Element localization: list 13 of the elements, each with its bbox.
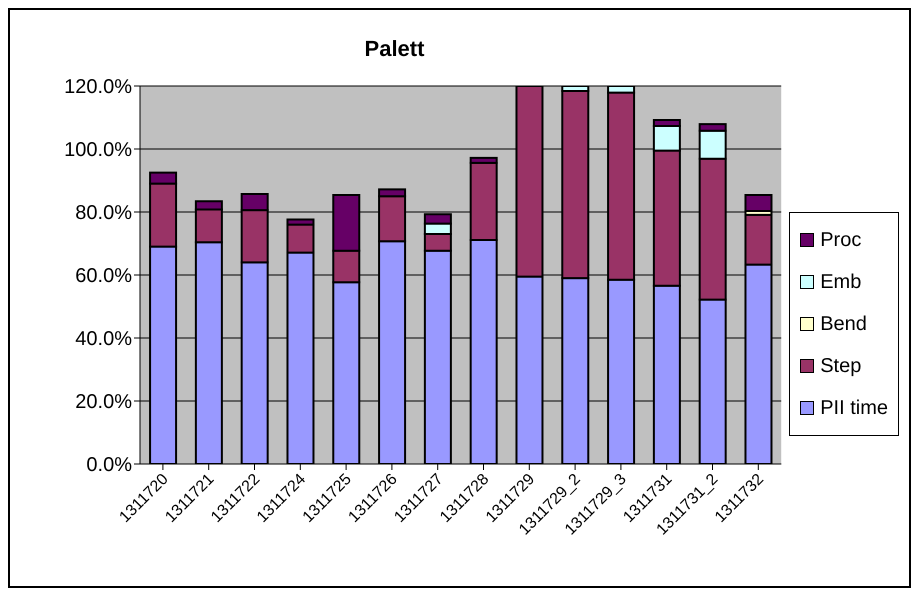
legend-label: Bend [820, 312, 867, 336]
y-tick-label: 0.0% [86, 454, 132, 476]
legend-label: Step [820, 354, 862, 378]
legend-label: PII time [820, 396, 888, 420]
y-tick-label: 60.0% [75, 265, 132, 288]
chart-title: Palett [364, 36, 426, 63]
y-tick-label: 100.0% [64, 139, 132, 162]
y-tick-label: 20.0% [75, 391, 132, 414]
y-tick-label: 120.0% [64, 76, 132, 98]
legend-label: Emb [820, 270, 862, 294]
y-tick-label: 40.0% [75, 328, 132, 350]
y-tick-label: 80.0% [75, 202, 132, 224]
legend-label: Proc [820, 228, 862, 252]
